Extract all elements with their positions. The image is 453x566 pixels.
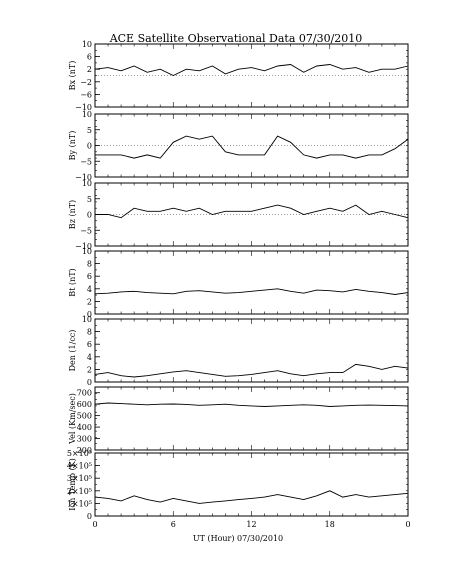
series-line [94,288,409,295]
y-tick-label: −10 [75,103,92,112]
y-tick-label: 8 [87,328,92,337]
y-tick-label: 300 [77,435,92,444]
panel-frame [94,452,409,517]
y-tick-label: 2×10⁵ [67,487,92,496]
y-tick-label: 1×10⁵ [67,499,92,508]
y-tick-label: −10 [75,242,92,251]
y-tick-label: −10 [75,173,92,182]
series-line [95,135,409,159]
y-tick-label: 5 [87,126,92,135]
y-tick-label: 500 [77,412,92,421]
y-tick-label: 600 [77,400,92,409]
y-axis-label: Bz (nT) [68,200,77,229]
y-tick-label: 2 [87,297,92,306]
y-tick-label: 6 [87,340,92,349]
y-tick-label: −6 [80,90,92,99]
panel-1: 10 6 2 −2 −6 −10 Bx (nT) [68,40,409,112]
y-tick-label: 400 [77,423,92,432]
y-axis-label: Den (1/cc) [68,330,77,372]
y-tick-label: 10 [82,40,92,49]
y-tick-label: 0 [87,142,92,151]
y-tick-label: −5 [80,157,92,166]
panel-2: 10 5 0 −5 −10 By (nT) [68,110,409,182]
y-tick-label: 0 [87,378,92,387]
y-tick-label: 3×10⁵ [67,474,92,483]
chart-title: ACE Satellite Observational Data 07/30/2… [109,32,363,45]
y-tick-label: 2 [87,365,92,374]
panel-5: 10 8 6 4 2 0 Den (1/cc) [68,315,409,387]
y-tick-label: 10 [82,179,92,188]
y-tick-label: 4×10⁵ [67,462,92,471]
y-axis-label: Bx (nT) [68,61,77,91]
x-tick-label: 0 [92,520,97,529]
y-tick-label: 4 [87,353,92,362]
y-axis-label: By (nT) [68,131,77,161]
y-tick-label: 0 [87,211,92,220]
x-tick-label: 12 [246,520,256,529]
panel-3: 10 5 0 −5 −10 Bz (nT) [68,179,409,251]
y-tick-label: 4 [87,285,92,294]
series-line [94,402,409,407]
y-tick-label: 0 [87,512,92,521]
y-tick-label: 700 [77,389,92,398]
y-tick-label: 6 [87,53,92,62]
x-tick-label: 6 [171,520,176,529]
panel-4: 10 8 6 4 2 0 Bt (nT) [68,247,409,319]
series-line [95,204,409,219]
panel-frame [94,318,409,383]
y-axis-label: Ion Temp (K) [68,458,77,511]
panels: 10 6 2 −2 −6 −10 Bx (nT) 10 5 0 −5 −10 By (nT) 10 5 0 −5… [67,40,411,529]
y-tick-label: 5×10⁵ [67,449,92,458]
x-tick-label: 18 [325,520,335,529]
y-tick-label: 0 [87,310,92,319]
series-line [94,490,409,504]
y-tick-label: 10 [82,247,92,256]
y-tick-label: 200 [77,446,92,455]
panel-7: 5×10⁵ 4×10⁵ 3×10⁵ 2×10⁵ 1×10⁵ 0 Ion Temp (K) [67,449,409,521]
y-tick-label: 8 [87,260,92,269]
panel-frame [94,386,409,451]
x-tick-label: 0 [405,520,410,529]
x-axis-label: UT (Hour) 07/30/2010 [193,534,283,543]
y-tick-label: 10 [82,110,92,119]
y-tick-label: −2 [80,78,92,87]
y-tick-label: 5 [87,195,92,204]
y-axis-label: Bt (nT) [68,268,77,296]
y-tick-label: −5 [80,226,92,235]
y-tick-label: 2 [87,65,92,74]
series-line [94,64,409,76]
y-tick-label: 6 [87,272,92,281]
y-tick-label: 10 [82,315,92,324]
series-line [94,363,409,378]
panel-frame [94,250,409,315]
y-axis-label: Vel (Km/sec) [68,393,77,445]
